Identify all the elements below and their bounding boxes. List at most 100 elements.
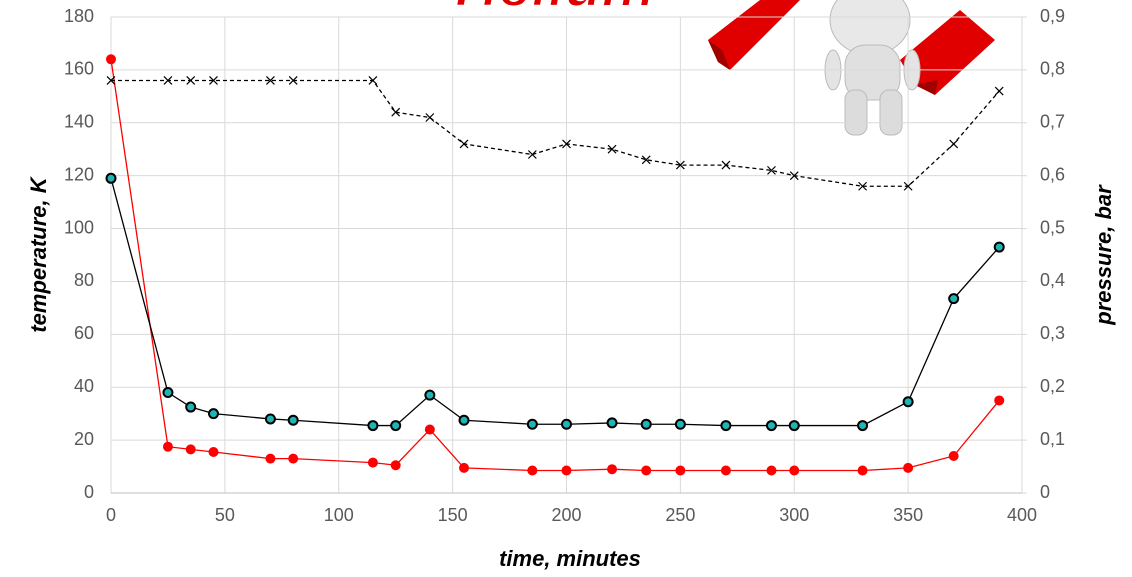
y-tick-label: 100 xyxy=(64,217,94,237)
data-point xyxy=(458,414,470,426)
data-point xyxy=(607,464,618,475)
data-point xyxy=(208,447,219,458)
y2-axis-title: pressure, bar xyxy=(1091,184,1116,326)
data-point xyxy=(390,460,401,471)
y2-tick-label: 0,1 xyxy=(1040,429,1065,449)
y-tick-label: 180 xyxy=(64,6,94,26)
data-point xyxy=(527,150,537,159)
data-point xyxy=(562,139,571,149)
data-point xyxy=(207,408,219,420)
data-point xyxy=(424,424,435,435)
data-point xyxy=(993,241,1005,253)
data-point xyxy=(105,172,117,184)
x-tick-label: 100 xyxy=(324,505,354,525)
data-point xyxy=(367,457,378,468)
y2-tick-label: 0,5 xyxy=(1040,217,1065,237)
data-point xyxy=(767,165,776,175)
data-point xyxy=(185,401,197,413)
data-point xyxy=(606,417,618,429)
data-point xyxy=(641,465,652,476)
data-point xyxy=(766,465,777,476)
data-point xyxy=(185,444,196,455)
data-point xyxy=(949,139,959,149)
data-point xyxy=(527,465,538,476)
data-point xyxy=(902,396,914,408)
data-point xyxy=(858,181,867,191)
data-point xyxy=(675,160,685,170)
series-line xyxy=(110,178,1000,427)
y2-tick-label: 0,4 xyxy=(1040,270,1065,290)
y2-tick-label: 0,9 xyxy=(1040,6,1065,26)
data-point xyxy=(857,420,869,432)
data-point xyxy=(675,465,686,476)
y2-tick-label: 0,8 xyxy=(1040,59,1065,79)
y-tick-label: 160 xyxy=(64,59,94,79)
y-tick-label: 140 xyxy=(64,112,94,132)
x-tick-label: 300 xyxy=(779,505,809,525)
data-point xyxy=(857,465,868,476)
data-point xyxy=(162,441,173,452)
data-point xyxy=(459,139,469,149)
data-point xyxy=(721,160,731,170)
decoration xyxy=(708,0,995,136)
data-point xyxy=(209,76,218,85)
data-point xyxy=(288,453,299,464)
y2-tick-label: 0,2 xyxy=(1040,376,1065,396)
y2-tick-label: 0,6 xyxy=(1040,164,1065,184)
y-axis-title: temperature, K xyxy=(26,175,51,332)
y-tick-label: 20 xyxy=(74,429,94,449)
y2-tick-label: 0,3 xyxy=(1040,323,1065,343)
y-tick-label: 60 xyxy=(74,323,94,343)
data-point xyxy=(106,76,116,85)
data-point xyxy=(720,465,731,476)
data-point xyxy=(789,465,800,476)
data-point xyxy=(368,76,378,85)
data-point xyxy=(948,450,959,461)
data-point xyxy=(994,86,1004,96)
data-point xyxy=(162,387,174,399)
data-point xyxy=(994,395,1005,406)
series-line xyxy=(110,59,1000,472)
x-tick-label: 0 xyxy=(106,505,116,525)
x-tick-label: 50 xyxy=(215,505,235,525)
data-point xyxy=(561,418,572,430)
data-point xyxy=(640,418,652,430)
y2-tick-label: 0 xyxy=(1040,482,1050,502)
y-tick-label: 40 xyxy=(74,376,94,396)
data-point xyxy=(265,453,276,464)
data-point xyxy=(264,413,276,425)
data-point xyxy=(186,76,196,85)
x-tick-label: 250 xyxy=(665,505,695,525)
y-tick-label: 120 xyxy=(64,164,94,184)
data-point xyxy=(459,462,470,473)
data-point xyxy=(390,420,402,432)
data-point xyxy=(367,420,379,432)
data-point xyxy=(106,54,116,65)
data-point xyxy=(391,107,401,117)
x-tick-label: 350 xyxy=(893,505,923,525)
data-point xyxy=(561,465,572,476)
x-tick-label: 400 xyxy=(1007,505,1037,525)
data-point xyxy=(287,414,299,426)
y-tick-label: 0 xyxy=(84,482,94,502)
data-point xyxy=(948,293,960,305)
data-point xyxy=(674,418,686,430)
data-point xyxy=(526,418,538,430)
data-point xyxy=(788,420,800,432)
x-tick-label: 200 xyxy=(551,505,581,525)
x-axis-title: time, minutes xyxy=(499,546,641,571)
series-line xyxy=(111,79,1000,187)
data-point xyxy=(288,76,298,85)
data-point xyxy=(789,171,799,181)
data-point xyxy=(266,76,275,85)
data-point xyxy=(765,420,777,432)
data-point xyxy=(720,420,732,432)
x-tick-label: 150 xyxy=(438,505,468,525)
data-point xyxy=(641,155,651,165)
y2-tick-label: 0,7 xyxy=(1040,112,1065,132)
data-point xyxy=(425,113,435,122)
data-point xyxy=(903,181,913,191)
data-point xyxy=(163,76,173,85)
data-point xyxy=(607,144,617,154)
